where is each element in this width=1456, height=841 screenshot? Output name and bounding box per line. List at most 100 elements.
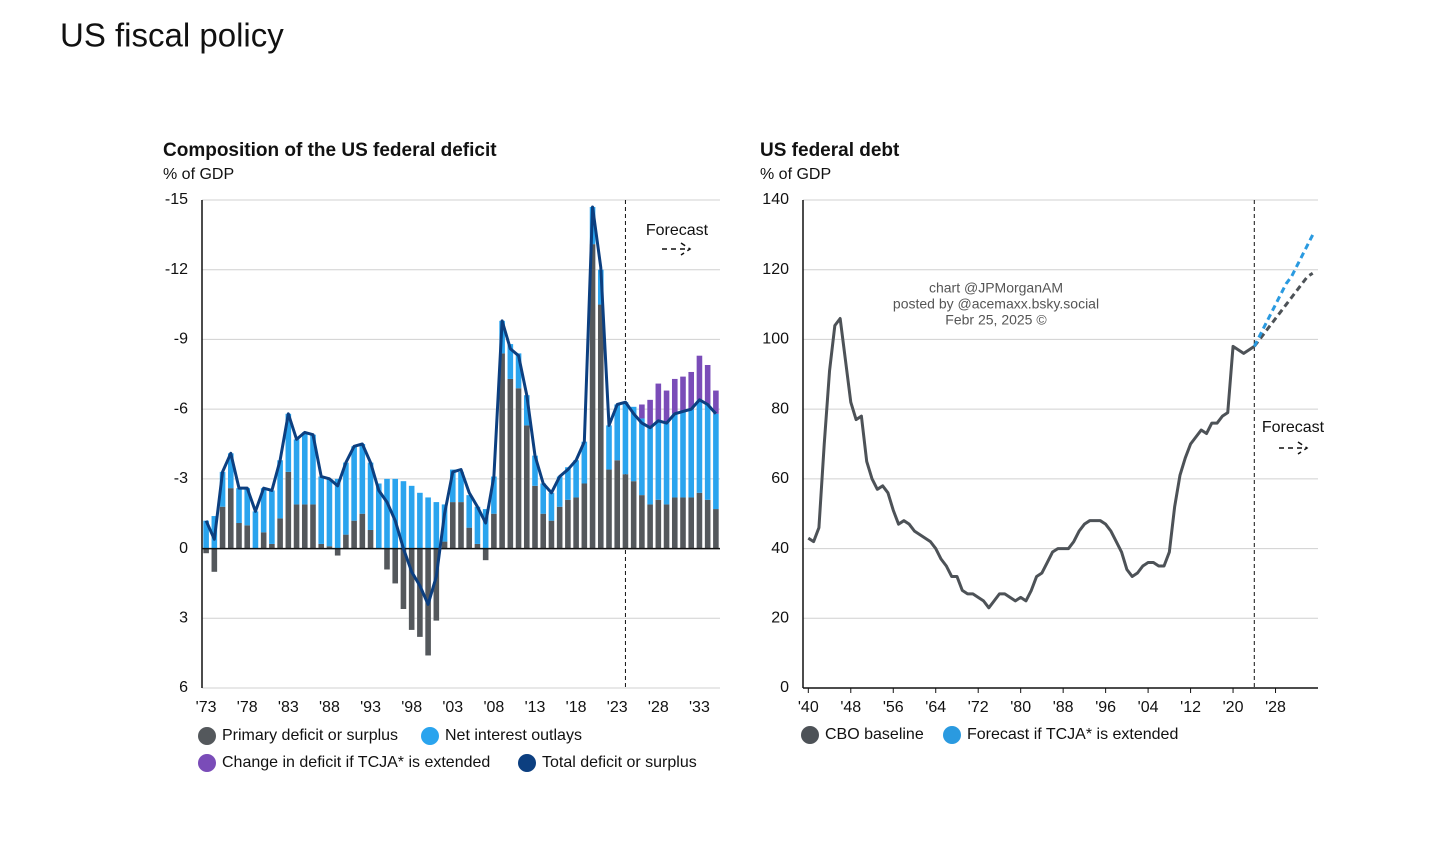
- bar: [236, 488, 242, 524]
- bar: [639, 418, 645, 496]
- bar: [704, 364, 711, 405]
- bar: [474, 506, 481, 544]
- bar: [433, 548, 440, 621]
- bar: [318, 543, 325, 549]
- bar: [351, 520, 357, 549]
- bar: [523, 425, 530, 549]
- y-tick-label: 6: [179, 679, 188, 696]
- bar: [556, 506, 563, 549]
- x-tick-label: '64: [925, 699, 946, 716]
- bar: [408, 485, 415, 549]
- annotation: Forecast: [1262, 419, 1325, 436]
- legend-label: Total deficit or surplus: [542, 754, 697, 771]
- bar: [211, 548, 218, 572]
- watermark: chart @JPMorganAM: [929, 280, 1063, 296]
- chart-title: Composition of the US federal deficit: [163, 140, 497, 161]
- bar: [293, 439, 300, 505]
- bar: [606, 469, 612, 549]
- x-tick-label: '12: [1180, 699, 1201, 716]
- bar: [203, 520, 209, 549]
- bar: [236, 523, 242, 549]
- y-tick-label: 0: [780, 679, 789, 696]
- bar: [647, 427, 653, 505]
- bar: [622, 402, 629, 475]
- bar: [269, 490, 275, 544]
- x-tick-label: '13: [525, 699, 546, 716]
- bar: [573, 460, 579, 498]
- y-tick-label: 100: [762, 331, 789, 348]
- bar: [244, 488, 251, 526]
- bar: [606, 425, 612, 470]
- x-tick-label: '96: [1095, 699, 1116, 716]
- bar: [285, 413, 292, 472]
- bar: [227, 488, 234, 549]
- bar: [655, 499, 662, 549]
- legend-label: Primary deficit or surplus: [222, 727, 398, 744]
- x-tick-label: '18: [566, 699, 587, 716]
- x-tick-label: '56: [883, 699, 904, 716]
- bar: [655, 383, 662, 421]
- bar: [671, 413, 678, 498]
- bar: [277, 518, 283, 549]
- bar: [269, 543, 275, 549]
- legend-marker: [518, 754, 536, 772]
- bar: [663, 390, 670, 424]
- bar: [680, 497, 686, 549]
- bar: [392, 478, 399, 549]
- watermark: posted by @acemaxx.bsky.social: [893, 296, 1099, 312]
- y-tick-label: 0: [179, 540, 188, 557]
- bar: [523, 395, 530, 426]
- bar: [433, 502, 440, 549]
- forecast-arrow: [662, 242, 1309, 455]
- x-tick-label: '93: [360, 699, 381, 716]
- legend-marker: [801, 726, 819, 744]
- bar: [507, 344, 514, 379]
- bar: [704, 499, 711, 549]
- bar: [565, 499, 571, 549]
- x-tick-label: '78: [237, 699, 258, 716]
- bar: [713, 390, 719, 414]
- bar: [597, 304, 604, 549]
- bar: [639, 495, 645, 549]
- bar: [540, 483, 547, 514]
- legend-label: Change in deficit if TCJA* is extended: [222, 754, 490, 771]
- bar: [573, 497, 579, 549]
- bar: [219, 506, 226, 549]
- y-tick-label: -9: [174, 331, 188, 348]
- x-tick-label: '88: [319, 699, 340, 716]
- bar: [326, 546, 333, 549]
- bar: [449, 502, 456, 549]
- bar: [630, 406, 637, 482]
- bar: [359, 513, 366, 549]
- bar: [614, 404, 621, 461]
- bar: [417, 492, 423, 549]
- bar: [704, 404, 711, 500]
- x-tick-label: '88: [1053, 699, 1074, 716]
- x-tick-label: '03: [442, 699, 463, 716]
- bar: [367, 529, 374, 549]
- x-tick-label: '98: [401, 699, 422, 716]
- bar: [458, 471, 464, 503]
- total-line: [204, 205, 718, 606]
- bar: [384, 478, 390, 549]
- bar: [589, 244, 596, 549]
- bar: [326, 478, 333, 547]
- x-tick-label: '08: [483, 699, 504, 716]
- x-tick-label: '83: [278, 699, 299, 716]
- bar: [482, 509, 489, 549]
- y-tick-label: 140: [762, 191, 789, 208]
- bar: [532, 485, 538, 549]
- y-tick-label: -12: [165, 261, 188, 278]
- legend-marker: [943, 726, 961, 744]
- x-tick-label: '73: [196, 699, 217, 716]
- y-tick-label: 80: [771, 400, 789, 417]
- legend-label: Net interest outlays: [445, 727, 582, 744]
- bar: [400, 481, 407, 549]
- y-tick-label: -15: [165, 191, 188, 208]
- bar: [663, 504, 670, 549]
- bar: [219, 471, 226, 507]
- bar: [441, 541, 448, 549]
- bar: [293, 504, 300, 549]
- x-tick-label: '40: [798, 699, 819, 716]
